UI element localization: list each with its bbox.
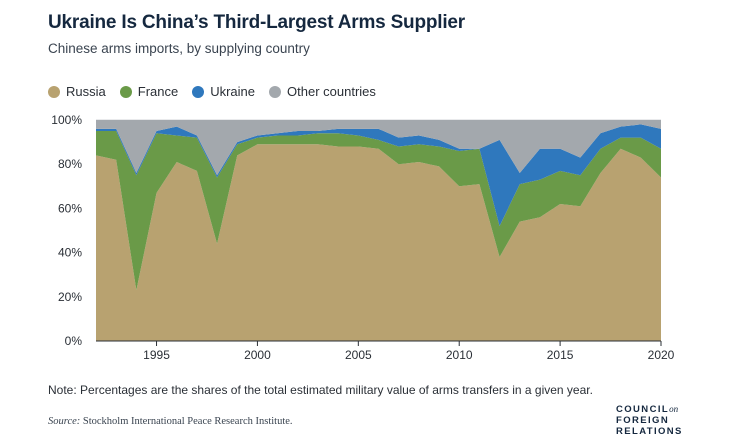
legend-label-russia: Russia <box>66 84 106 99</box>
legend-item-other: Other countries <box>269 84 376 99</box>
area-chart: 0% 20% 40% 60% 80% 100% 1995 2000 2005 2010 2015 20… <box>51 113 674 362</box>
y-tick-label: 60% <box>58 201 82 215</box>
legend-swatch-russia <box>48 85 60 98</box>
source-line: Source: Stockholm International Peace Re… <box>48 416 293 427</box>
logo-line-1: COUNCILon <box>616 404 706 415</box>
logo-word-on: on <box>669 404 679 414</box>
y-tick-label: 80% <box>58 157 82 171</box>
y-tick-label: 0% <box>65 334 83 348</box>
y-tick-label: 40% <box>58 246 82 260</box>
area-russia <box>96 144 661 341</box>
area-other-countries <box>96 120 661 176</box>
x-tick-label: 2015 <box>547 348 574 362</box>
legend-item-russia: Russia <box>48 84 106 99</box>
x-tick-label: 2010 <box>446 348 473 362</box>
chart-areas <box>96 120 661 341</box>
chart-note: Note: Percentages are the shares of the … <box>48 383 593 397</box>
x-tick-label: 2020 <box>648 348 675 362</box>
x-tick-label: 2005 <box>345 348 372 362</box>
logo-line-2: FOREIGN <box>616 415 670 426</box>
logo-word-council: COUNCIL <box>616 404 670 415</box>
x-tick-label: 1995 <box>143 348 170 362</box>
source-text: Stockholm International Peace Research I… <box>82 416 293 427</box>
legend-swatch-ukraine <box>192 85 205 98</box>
area-ukraine <box>96 124 661 227</box>
legend-label-france: France <box>137 84 179 99</box>
cfr-logo: COUNCILon FOREIGN RELATIONS <box>616 404 706 437</box>
chart-subtitle: Chinese arms imports, by supplying count… <box>48 41 310 56</box>
chart-title: Ukraine Is China’s Third-Largest Arms Su… <box>48 12 465 33</box>
legend-swatch-france <box>119 85 132 98</box>
legend-item-france: France <box>119 84 179 99</box>
area-france <box>96 131 661 291</box>
chart-axes: 0% 20% 40% 60% 80% 100% 1995 2000 2005 2010 2015 20… <box>51 113 674 362</box>
x-tick-label: 2000 <box>244 348 271 362</box>
legend-item-ukraine: Ukraine <box>192 84 255 99</box>
source-label: Source: <box>48 416 81 427</box>
legend-label-other: Other countries <box>287 84 376 99</box>
legend: Russia France Ukraine Other countries <box>48 84 376 99</box>
y-tick-label: 20% <box>58 290 82 304</box>
legend-swatch-other <box>269 85 282 98</box>
logo-line-3: RELATIONS <box>616 426 683 437</box>
y-tick-label: 100% <box>51 113 82 127</box>
legend-label-ukraine: Ukraine <box>210 84 256 99</box>
